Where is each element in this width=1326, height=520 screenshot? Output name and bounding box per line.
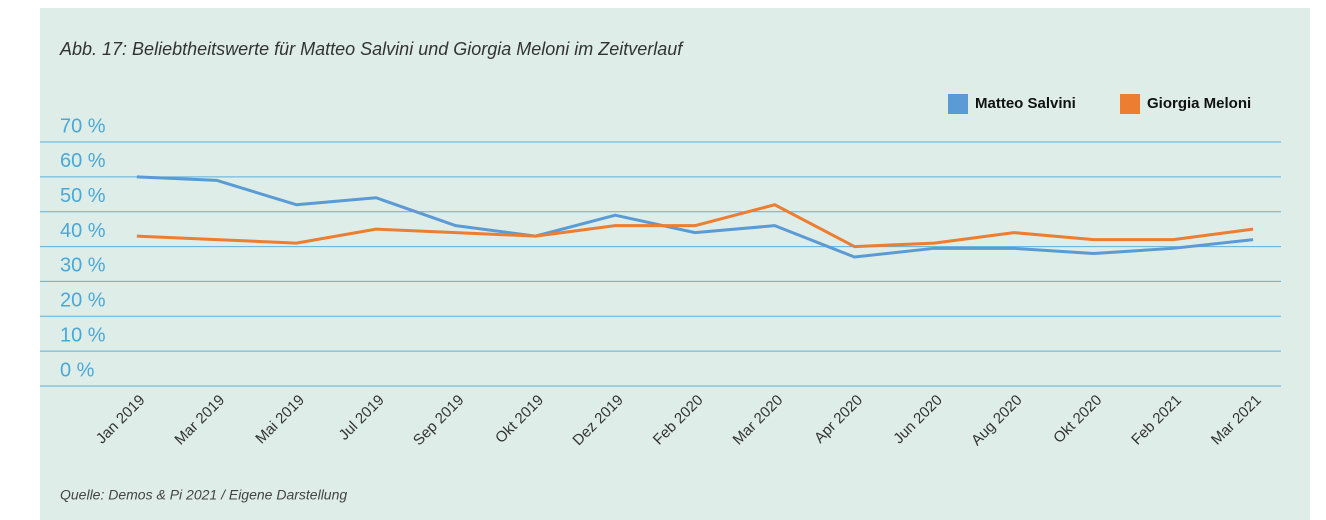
series-line [136,203,1254,249]
series-line [136,175,1254,259]
y-tick-label: 50 % [60,185,106,207]
y-tick-label: 20 % [60,290,106,312]
chart-title: Abb. 17: Beliebtheitswerte für Matteo Sa… [59,39,684,59]
legend-swatch [948,94,968,114]
y-tick-label: 10 % [60,324,106,346]
legend-label: Matteo Salvini [975,95,1076,112]
y-tick-label: 40 % [60,220,106,242]
y-tick-label: 0 % [60,359,95,381]
source: Quelle: Demos & Pi 2021 / Eigene Darstel… [60,487,347,503]
panel [40,8,1310,520]
y-tick-label: 30 % [60,255,106,277]
legend-swatch [1120,94,1140,114]
y-tick-label: 70 % [60,115,106,137]
legend-label: Giorgia Meloni [1147,95,1251,112]
y-tick-label: 60 % [60,150,106,172]
